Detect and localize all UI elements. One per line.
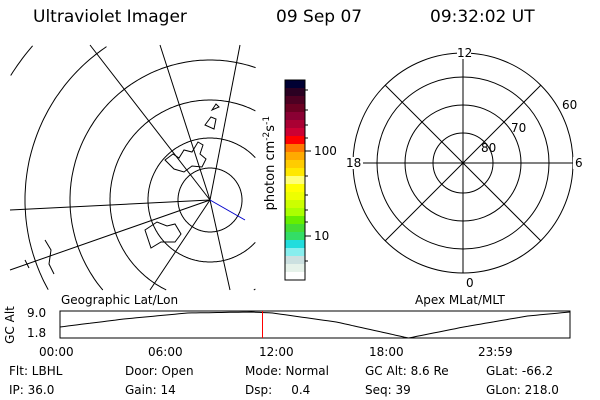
- latitude-circle: [109, 99, 256, 291]
- colorbar-band: [285, 152, 305, 161]
- colorbar-band: [285, 208, 305, 217]
- colorbar-ticks: [305, 89, 311, 262]
- latitude-circles: [10, 45, 256, 291]
- coastline: [204, 103, 220, 130]
- altitude-curve: [59, 311, 571, 339]
- mlt-12: 12: [457, 46, 473, 60]
- meridian: [159, 44, 211, 201]
- colorbar-label-exp1: -2: [261, 131, 272, 141]
- meridian: [89, 44, 211, 201]
- mlt-0: 0: [466, 276, 474, 290]
- date: 09 Sep 07: [276, 7, 363, 27]
- colorbar-tick-100: 100: [314, 144, 337, 158]
- latitude-circle: [24, 46, 107, 290]
- colorbar-band: [285, 272, 305, 281]
- colorbar-band: [285, 184, 305, 193]
- xtick-3: 18:00: [369, 345, 404, 359]
- colorbar-band: [285, 80, 305, 89]
- colorbar-label-label_main: photon cm: [263, 140, 279, 211]
- lat-70: 70: [511, 121, 527, 135]
- timeline-ylabel: GC Alt: [2, 306, 17, 344]
- colorbar-label-exp2: -1: [261, 115, 272, 125]
- geographic-map: [9, 44, 256, 291]
- colorbar-band: [285, 88, 305, 97]
- colorbar-band: [285, 240, 305, 249]
- colorbar-label: photon cm-2s-1: [262, 93, 278, 233]
- filter: Flt: LBHL: [9, 364, 63, 378]
- colorbar-band: [285, 136, 305, 145]
- ip: IP: 36.0: [9, 383, 55, 397]
- colorbar: [285, 80, 305, 281]
- colorbar-band: [285, 168, 305, 177]
- colorbar-label-s: s: [263, 124, 279, 132]
- coastline: [164, 141, 207, 173]
- latitude-circle: [177, 167, 243, 233]
- xtick-0: 00:00: [39, 345, 74, 359]
- colorbar-frame: [284, 79, 306, 281]
- mlt-18: 18: [346, 156, 362, 170]
- meridian: [149, 199, 211, 291]
- timeline-frame: [59, 310, 571, 339]
- glon: GLon: 218.0: [486, 383, 559, 397]
- coastline: [24, 239, 55, 275]
- mode: Mode: Normal: [245, 364, 329, 378]
- lat-60: 60: [562, 98, 578, 112]
- colorbar-band: [285, 200, 305, 209]
- colorbar-band: [285, 96, 305, 105]
- time: 09:32:02 UT: [430, 7, 535, 27]
- coastline: [144, 221, 182, 249]
- gain: Gain: 14: [125, 383, 176, 397]
- meridian: [209, 199, 231, 291]
- polar-grid: [352, 52, 574, 274]
- colorbar-band: [285, 104, 305, 113]
- meridian: [9, 199, 211, 271]
- colorbar-band: [285, 256, 305, 265]
- colorbar-band: [285, 112, 305, 121]
- colorbar-band: [285, 232, 305, 241]
- colorbar-band: [285, 160, 305, 169]
- colorbar-band: [285, 264, 305, 273]
- colorbar-band: [285, 224, 305, 233]
- colorbar-band: [285, 120, 305, 129]
- ytick-9: 9.0: [27, 306, 47, 320]
- latitude-circle: [147, 137, 256, 263]
- colorbar-band: [285, 248, 305, 257]
- dsp: Dsp: 0.4: [245, 383, 311, 397]
- gc-alt: GC Alt: 8.6 Re: [365, 364, 449, 378]
- xtick-1: 06:00: [148, 345, 183, 359]
- xtick-2: 12:00: [259, 345, 294, 359]
- colorbar-band: [285, 128, 305, 137]
- meridian: [9, 199, 211, 211]
- colorbar-band: [285, 192, 305, 201]
- colorbar-band: [285, 216, 305, 225]
- meridian: [209, 44, 241, 201]
- door: Door: Open: [125, 364, 194, 378]
- colorbar-band: [285, 144, 305, 153]
- sun-line: [209, 199, 246, 221]
- xtick-4: 23:59: [478, 345, 513, 359]
- colorbar-band: [285, 176, 305, 185]
- colorbar-tick-10: 10: [314, 229, 330, 243]
- lat-80: 80: [481, 141, 497, 155]
- mlt-6: 6: [575, 156, 583, 170]
- latitude-circle: [69, 59, 256, 291]
- app-title: Ultraviolet Imager: [33, 7, 187, 27]
- seq: Seq: 39: [365, 383, 411, 397]
- latitude-circle: [10, 45, 33, 76]
- ytick-1.8: 1.8: [27, 326, 47, 340]
- polar-panel-label: Apex MLat/MLT: [415, 293, 505, 307]
- glat: GLat: -66.2: [486, 364, 553, 378]
- geo-panel-label: Geographic Lat/Lon: [61, 293, 179, 307]
